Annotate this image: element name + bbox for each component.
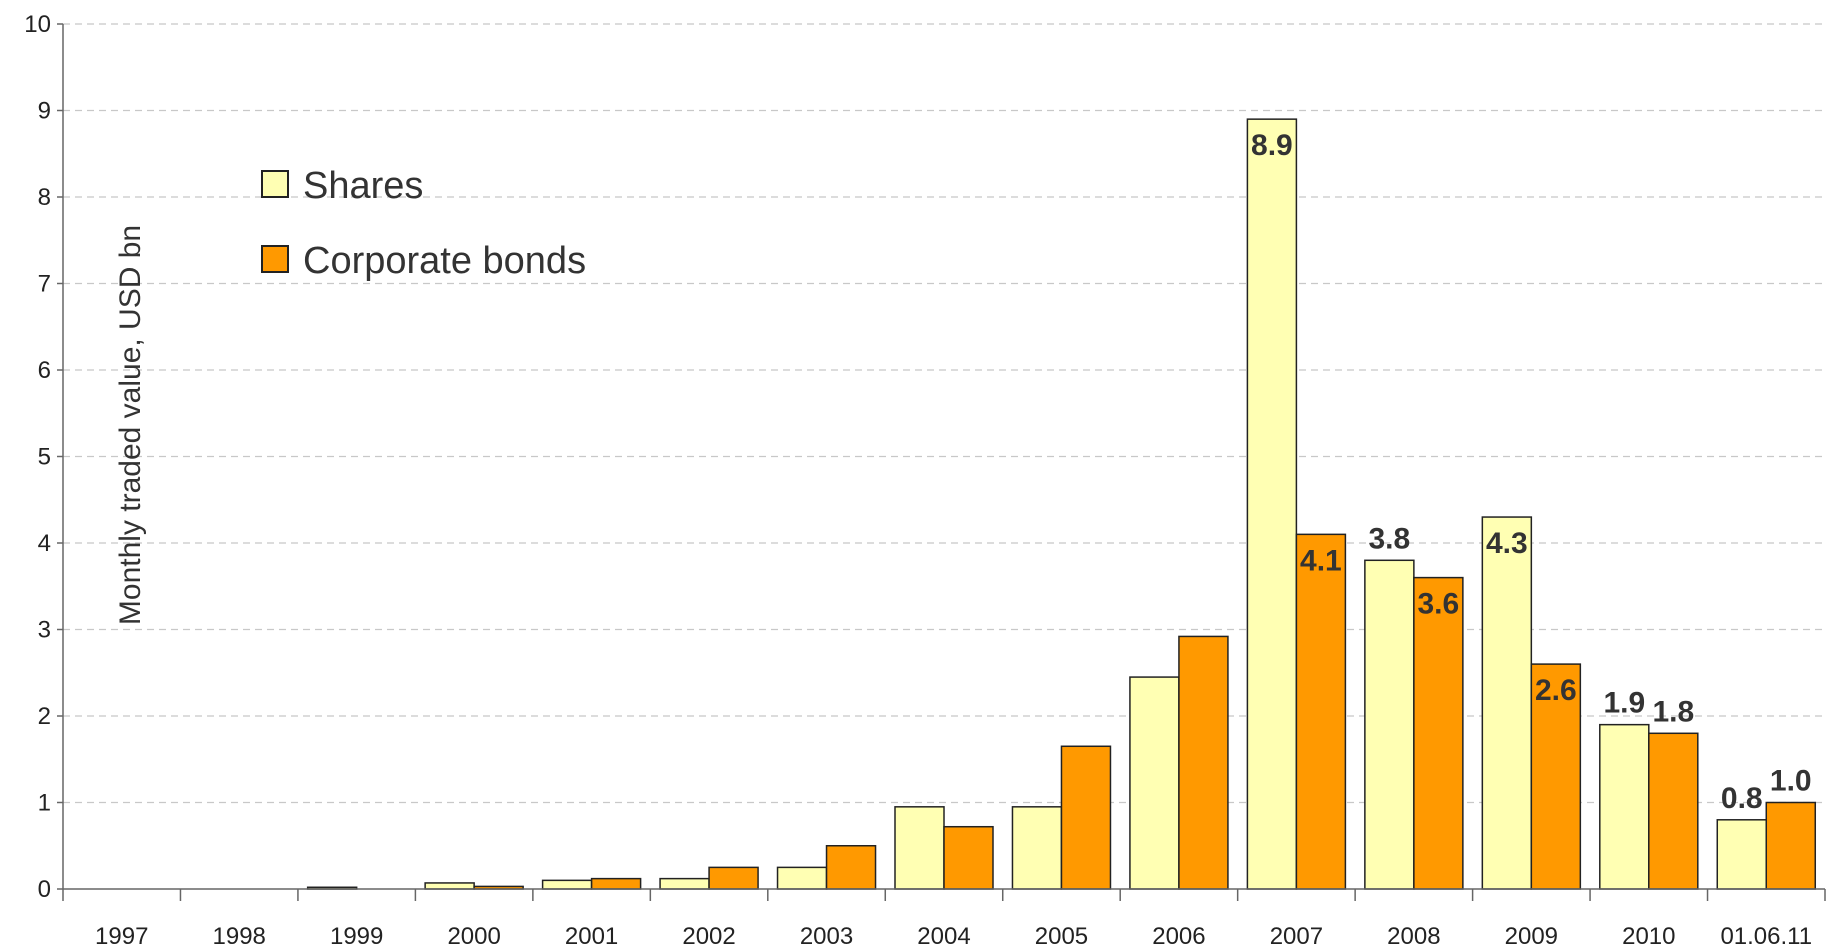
x-tick-label-2000: 2000 — [447, 923, 500, 949]
bar-corporate-bonds-2004 — [943, 825, 994, 890]
bar-shares-2004 — [894, 806, 945, 890]
bar-shares-2010 — [1599, 723, 1650, 890]
y-tick-label: 7 — [38, 271, 51, 298]
legend-label-shares: Shares — [303, 165, 423, 207]
bar-shares-2001 — [541, 879, 593, 890]
bar-shares-2007 — [1246, 118, 1298, 890]
y-tick-label: 3 — [38, 617, 51, 644]
y-tick-label: 6 — [38, 357, 51, 384]
x-tick-label-2005: 2005 — [1035, 923, 1088, 949]
data-label-shares-2010: 1.9 — [1603, 687, 1645, 720]
data-label-corporate-bonds-2010: 1.8 — [1652, 695, 1694, 728]
y-tick-label: 9 — [38, 98, 51, 125]
x-tick-label-2004: 2004 — [917, 923, 970, 949]
x-tick-label-2007: 2007 — [1270, 923, 1323, 949]
y-tick-label: 0 — [38, 876, 51, 903]
y-tick-label: 8 — [38, 184, 51, 211]
data-label-corporate-bonds-2008: 3.6 — [1418, 588, 1460, 621]
bar-corporate-bonds-01-06-11 — [1765, 801, 1817, 890]
legend: Shares Corporate bonds — [261, 165, 586, 282]
bar-corporate-bonds-2008 — [1413, 576, 1464, 890]
bar-shares-2003 — [776, 866, 828, 890]
data-label-corporate-bonds-2007: 4.1 — [1300, 544, 1342, 577]
x-tick-label-2006: 2006 — [1152, 923, 1205, 949]
bar-corporate-bonds-2010 — [1648, 732, 1699, 890]
legend-swatch-corporate-bonds — [261, 245, 289, 273]
data-label-shares-2008: 3.8 — [1369, 522, 1411, 555]
data-label-shares-2007: 8.9 — [1251, 129, 1293, 162]
y-tick-label: 2 — [38, 703, 51, 730]
x-tick-label-2008: 2008 — [1387, 923, 1440, 949]
bar-shares-2006 — [1129, 676, 1180, 890]
bar-corporate-bonds-2005 — [1060, 745, 1112, 890]
y-tick-label: 1 — [38, 790, 51, 817]
y-tick-label: 4 — [38, 530, 51, 557]
bar-shares-2000 — [424, 882, 475, 890]
x-tick-label-2009: 2009 — [1505, 923, 1558, 949]
bar-corporate-bonds-2006 — [1178, 635, 1229, 890]
bar-corporate-bonds-2007 — [1295, 533, 1347, 890]
data-label-corporate-bonds-01-06-11: 1.0 — [1770, 765, 1812, 798]
data-label-shares-01-06-11: 0.8 — [1721, 782, 1763, 815]
bar-corporate-bonds-2003 — [825, 845, 877, 890]
bar-corporate-bonds-2002 — [708, 866, 759, 890]
x-tick-label-01-06-11: 01.06.11 — [1720, 923, 1812, 949]
data-labels: 8.9 3.8 4.3 1.9 0.8 4.1 3.6 2.6 1.8 1.0 — [1251, 129, 1812, 815]
y-axis-title: Monthly traded value, USD bn — [114, 225, 147, 625]
data-label-corporate-bonds-2009: 2.6 — [1535, 674, 1577, 707]
x-tick-label-1997: 1997 — [95, 923, 148, 949]
x-tick-label-2010: 2010 — [1622, 923, 1675, 949]
y-tick-label: 5 — [38, 444, 51, 471]
bar-shares-2009 — [1481, 516, 1533, 890]
legend-label-corporate-bonds: Corporate bonds — [303, 240, 586, 282]
axes: 0 1 2 3 4 5 6 7 8 9 10 1997 1998 1999 2000 2001 2002 2003… — [24, 11, 1826, 949]
gridlines — [63, 23, 1825, 804]
y-tick-label: 10 — [24, 11, 51, 38]
data-label-shares-2009: 4.3 — [1486, 527, 1528, 560]
bar-shares-01-06-11 — [1716, 819, 1768, 890]
bar-shares-2002 — [659, 877, 710, 890]
bar-shares-2005 — [1011, 806, 1063, 890]
x-tick-label-2001: 2001 — [565, 923, 618, 949]
bars — [306, 118, 1817, 890]
bar-shares-2008 — [1364, 559, 1415, 890]
bar-corporate-bonds-2001 — [590, 877, 642, 890]
legend-swatch-shares — [261, 170, 289, 198]
x-tick-label-2002: 2002 — [682, 923, 735, 949]
x-tick-label-1999: 1999 — [330, 923, 383, 949]
x-tick-label-1998: 1998 — [213, 923, 266, 949]
x-tick-label-2003: 2003 — [800, 923, 853, 949]
